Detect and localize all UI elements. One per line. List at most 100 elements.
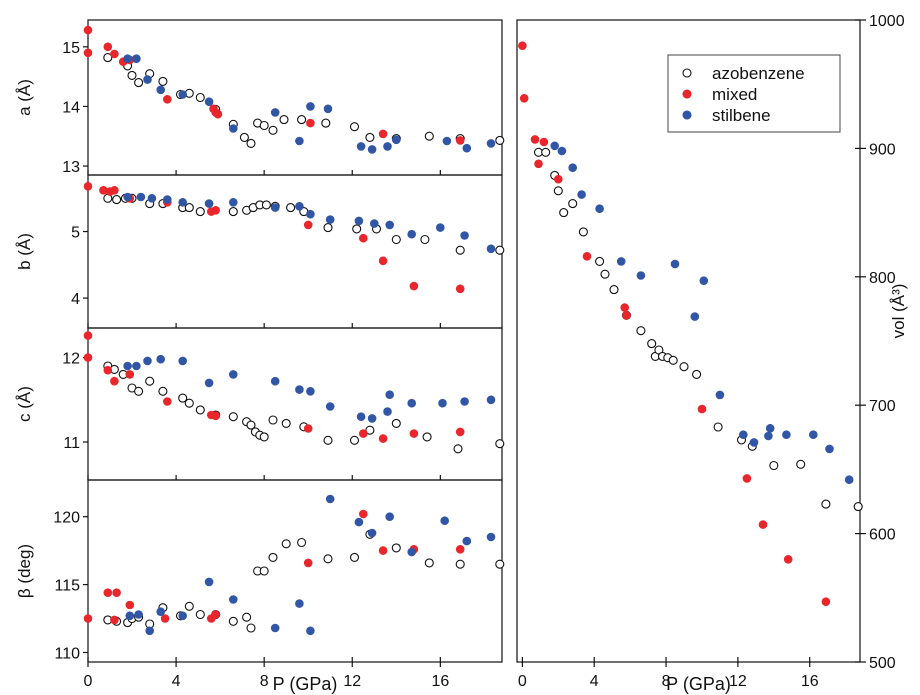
stilbene-point — [204, 577, 214, 587]
azobenzene-point — [647, 339, 657, 349]
mixed-point — [358, 429, 368, 438]
azobenzene-point — [297, 115, 307, 125]
mixed-point — [110, 49, 119, 59]
stilbene-point — [595, 204, 604, 213]
azobenzene-point — [352, 224, 362, 234]
mixed-point — [125, 600, 135, 610]
stilbene-point — [435, 223, 445, 232]
azobenzene-point — [420, 234, 430, 245]
mixed-point — [530, 135, 540, 144]
mixed-point — [103, 588, 113, 598]
mixed-point — [112, 588, 121, 598]
azobenzene-point — [134, 386, 144, 396]
stilbene-point — [123, 54, 132, 64]
stilbene-point — [132, 54, 141, 64]
stilbene-point — [486, 139, 496, 148]
mixed-point — [358, 233, 368, 243]
stilbene-point — [295, 136, 304, 146]
stilbene-point — [557, 146, 567, 156]
azobenzene-point — [268, 125, 278, 135]
x-tick-label: 0 — [84, 673, 93, 690]
y-tick-label: 1000 — [869, 13, 905, 30]
mixed-point — [519, 94, 529, 103]
stilbene-point — [486, 395, 496, 405]
azobenzene-point — [636, 326, 646, 336]
stilbene-point — [325, 494, 335, 504]
x-tick-label: 8 — [662, 673, 671, 690]
stilbene-point — [825, 444, 834, 454]
stilbene-point — [229, 198, 238, 207]
azobenzene-point — [158, 386, 168, 396]
stilbene-point — [738, 430, 748, 440]
mixed-point — [306, 118, 315, 128]
azobenzene-point — [323, 223, 333, 233]
stilbene-point — [136, 192, 146, 202]
mixed-point — [110, 186, 119, 195]
y-tick-label: 500 — [869, 655, 896, 672]
stilbene-point — [550, 141, 560, 151]
stilbene-point — [306, 209, 315, 219]
azobenzene-point — [178, 393, 188, 403]
azobenzene-point — [541, 147, 551, 157]
stilbene-point — [163, 195, 172, 204]
azobenzene-point — [279, 115, 289, 125]
stilbene-point — [123, 361, 132, 371]
azobenzene-point — [422, 432, 432, 442]
x-tick-label: 4 — [172, 673, 181, 690]
mixed-point — [163, 397, 172, 406]
azobenzene-point — [127, 70, 137, 80]
stilbene-point — [407, 547, 417, 557]
stilbene-point — [460, 397, 469, 406]
stilbene-point — [699, 276, 709, 286]
mixed-point — [303, 558, 313, 568]
stilbene-point — [147, 194, 157, 203]
azobenzene-point — [268, 415, 278, 425]
stilbene-point — [295, 599, 304, 608]
stilbene-point — [295, 385, 304, 394]
stilbene-point — [367, 528, 377, 538]
azobenzene-point — [195, 405, 205, 415]
stilbene-point — [306, 626, 315, 636]
y-tick-label: 5 — [71, 225, 80, 242]
azobenzene-point — [195, 609, 205, 620]
legend-label-stilbene: stilbene — [712, 106, 771, 125]
azobenzene-point — [424, 558, 434, 568]
plot-frame — [87, 479, 503, 663]
stilbene-point — [356, 412, 366, 422]
legend-marker-azobenzene — [682, 68, 692, 78]
mixed-point — [455, 136, 465, 145]
azobenzene-point — [184, 398, 194, 408]
x-tick-label: 16 — [801, 673, 819, 690]
mixed-point — [378, 546, 388, 555]
stilbene-point — [295, 202, 304, 211]
x-tick-label: 16 — [431, 673, 449, 690]
azobenzene-point — [453, 444, 463, 454]
stilbene-point — [229, 595, 238, 604]
stilbene-point — [270, 108, 280, 117]
mixed-point — [758, 520, 768, 529]
y-axis-label: c (Å) — [15, 386, 34, 422]
azobenzene-point — [349, 435, 360, 445]
stilbene-point — [808, 430, 818, 440]
y-tick-label: 15 — [62, 40, 80, 57]
stilbene-point — [385, 220, 395, 230]
azobenzene-point — [246, 420, 256, 430]
azobenzene-point — [323, 435, 333, 445]
azobenzene-point — [609, 285, 619, 295]
stilbene-point — [143, 356, 152, 366]
stilbene-point — [568, 163, 578, 172]
stilbene-point — [460, 231, 469, 240]
mixed-point — [378, 256, 388, 266]
y-axis-label: β (deg) — [15, 544, 34, 598]
azobenzene-point — [391, 418, 401, 428]
y-tick-label: 110 — [54, 645, 80, 662]
mixed-point — [103, 365, 113, 375]
stilbene-point — [356, 142, 366, 151]
x-tick-label: 12 — [343, 673, 361, 690]
stilbene-point — [156, 354, 165, 364]
azobenzene-point — [321, 118, 331, 128]
azobenzene-point — [713, 422, 723, 432]
mixed-point — [303, 220, 313, 230]
x-tick-label: 4 — [590, 673, 599, 690]
